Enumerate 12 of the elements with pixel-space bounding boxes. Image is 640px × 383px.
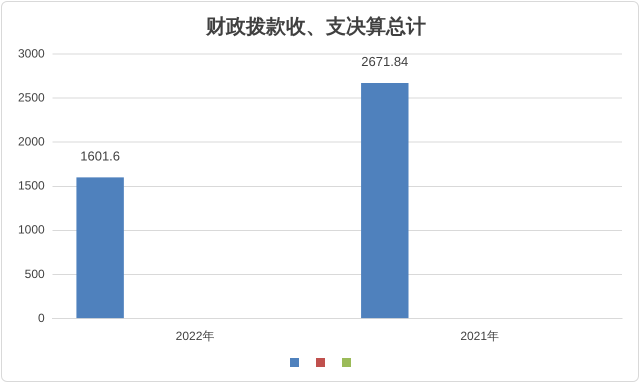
y-tick-label: 1500 xyxy=(18,178,46,193)
y-tick-label: 2000 xyxy=(18,134,46,149)
chart-title: 财政拨款收、支决算总计 xyxy=(205,14,426,38)
x-tick-label: 2021年 xyxy=(460,329,500,344)
y-tick-label: 2500 xyxy=(18,90,46,104)
data-label: 2671.84 xyxy=(361,54,408,70)
y-tick-label: 3000 xyxy=(18,46,46,60)
data-label: 1601.6 xyxy=(80,148,120,164)
x-tick-label: 2022年 xyxy=(176,329,214,344)
y-tick-label: 500 xyxy=(24,266,46,281)
y-tick-label: 0 xyxy=(38,310,46,325)
y-tick-label: 1000 xyxy=(18,222,46,237)
